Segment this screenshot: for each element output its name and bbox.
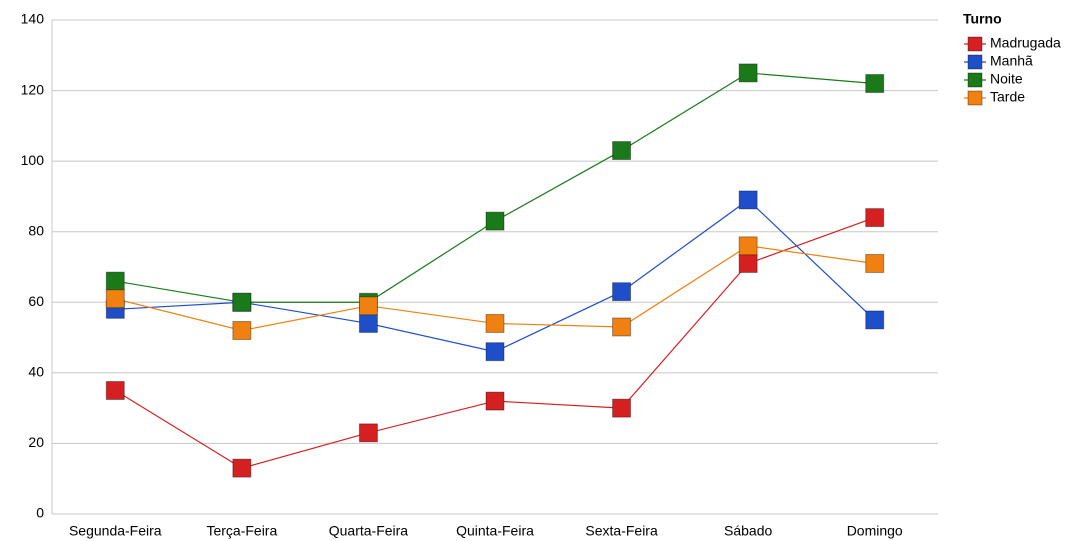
- marker: [738, 253, 758, 273]
- y-tick-label: 60: [28, 293, 44, 309]
- marker: [865, 208, 885, 228]
- marker: [612, 141, 632, 161]
- y-tick-label: 40: [28, 364, 44, 380]
- x-tick-label: Sábado: [724, 523, 772, 539]
- marker: [865, 74, 885, 94]
- marker: [232, 321, 252, 341]
- x-tick-label: Domingo: [847, 523, 903, 539]
- marker: [358, 423, 378, 443]
- legend-marker: [967, 54, 983, 70]
- marker: [738, 63, 758, 83]
- y-tick-label: 80: [28, 222, 44, 238]
- legend-label: Noite: [990, 71, 1023, 87]
- legend-label: Tarde: [990, 89, 1025, 105]
- legend-label: Madrugada: [990, 35, 1061, 51]
- x-tick-label: Sexta-Feira: [585, 523, 658, 539]
- marker: [865, 310, 885, 330]
- x-tick-label: Quarta-Feira: [329, 523, 409, 539]
- y-tick-label: 100: [21, 152, 45, 168]
- marker: [358, 296, 378, 316]
- marker: [738, 190, 758, 210]
- x-tick-label: Quinta-Feira: [456, 523, 534, 539]
- marker: [612, 282, 632, 302]
- marker: [612, 317, 632, 337]
- y-tick-label: 140: [21, 11, 45, 27]
- marker: [865, 253, 885, 273]
- marker: [232, 292, 252, 312]
- marker: [485, 342, 505, 362]
- x-tick-label: Segunda-Feira: [69, 523, 162, 539]
- marker: [232, 458, 252, 478]
- marker: [105, 381, 125, 400]
- marker: [485, 313, 505, 333]
- series-line: [115, 72, 875, 303]
- legend-title: Turno: [963, 11, 1002, 27]
- legend-marker: [967, 90, 983, 106]
- legend-label: Manhã: [990, 53, 1033, 69]
- marker: [485, 391, 505, 411]
- marker: [105, 271, 125, 291]
- marker: [738, 236, 758, 256]
- legend-marker: [967, 72, 983, 88]
- x-tick-label: Terça-Feira: [206, 523, 277, 539]
- legend-marker: [967, 36, 983, 52]
- marker: [485, 211, 505, 231]
- marker: [612, 398, 632, 418]
- y-tick-label: 0: [36, 505, 44, 521]
- y-tick-label: 20: [28, 434, 44, 450]
- marker: [105, 289, 125, 309]
- marker: [358, 313, 378, 333]
- y-tick-label: 120: [21, 81, 45, 97]
